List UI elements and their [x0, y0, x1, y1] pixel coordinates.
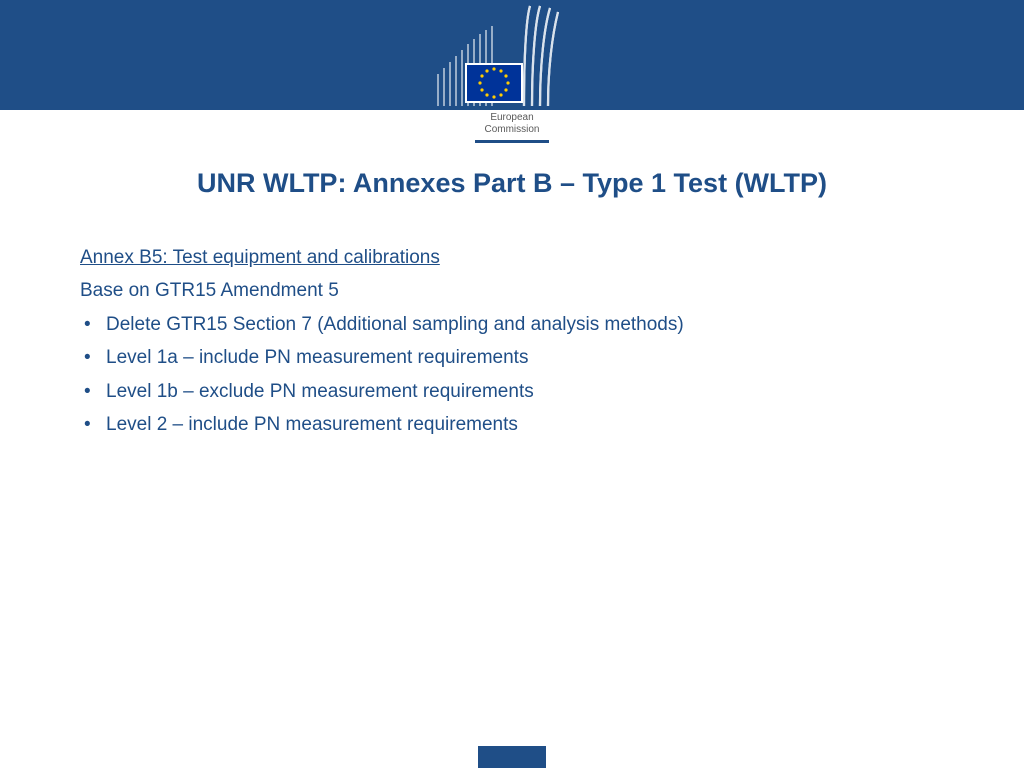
ec-logo-underline: [475, 140, 549, 143]
ec-logo-graphic: [432, 4, 592, 108]
ec-logo-label-line2: Commission: [484, 124, 539, 135]
footer-flag-block: [478, 746, 546, 768]
list-item: Level 1a – include PN measurement requir…: [80, 343, 944, 372]
list-item: Level 2 – include PN measurement require…: [80, 410, 944, 439]
bullet-list: Delete GTR15 Section 7 (Additional sampl…: [80, 310, 944, 440]
list-item: Level 1b – exclude PN measurement requir…: [80, 377, 944, 406]
ec-logo: European Commission: [422, 4, 602, 143]
slide-content: Annex B5: Test equipment and calibration…: [80, 243, 944, 440]
list-item: Delete GTR15 Section 7 (Additional sampl…: [80, 310, 944, 339]
ec-logo-label: European Commission: [422, 112, 602, 135]
section-heading: Annex B5: Test equipment and calibration…: [80, 243, 944, 272]
slide-title: UNR WLTP: Annexes Part B – Type 1 Test (…: [0, 168, 1024, 199]
section-subtext: Base on GTR15 Amendment 5: [80, 276, 944, 305]
ec-logo-label-line1: European: [490, 112, 533, 123]
